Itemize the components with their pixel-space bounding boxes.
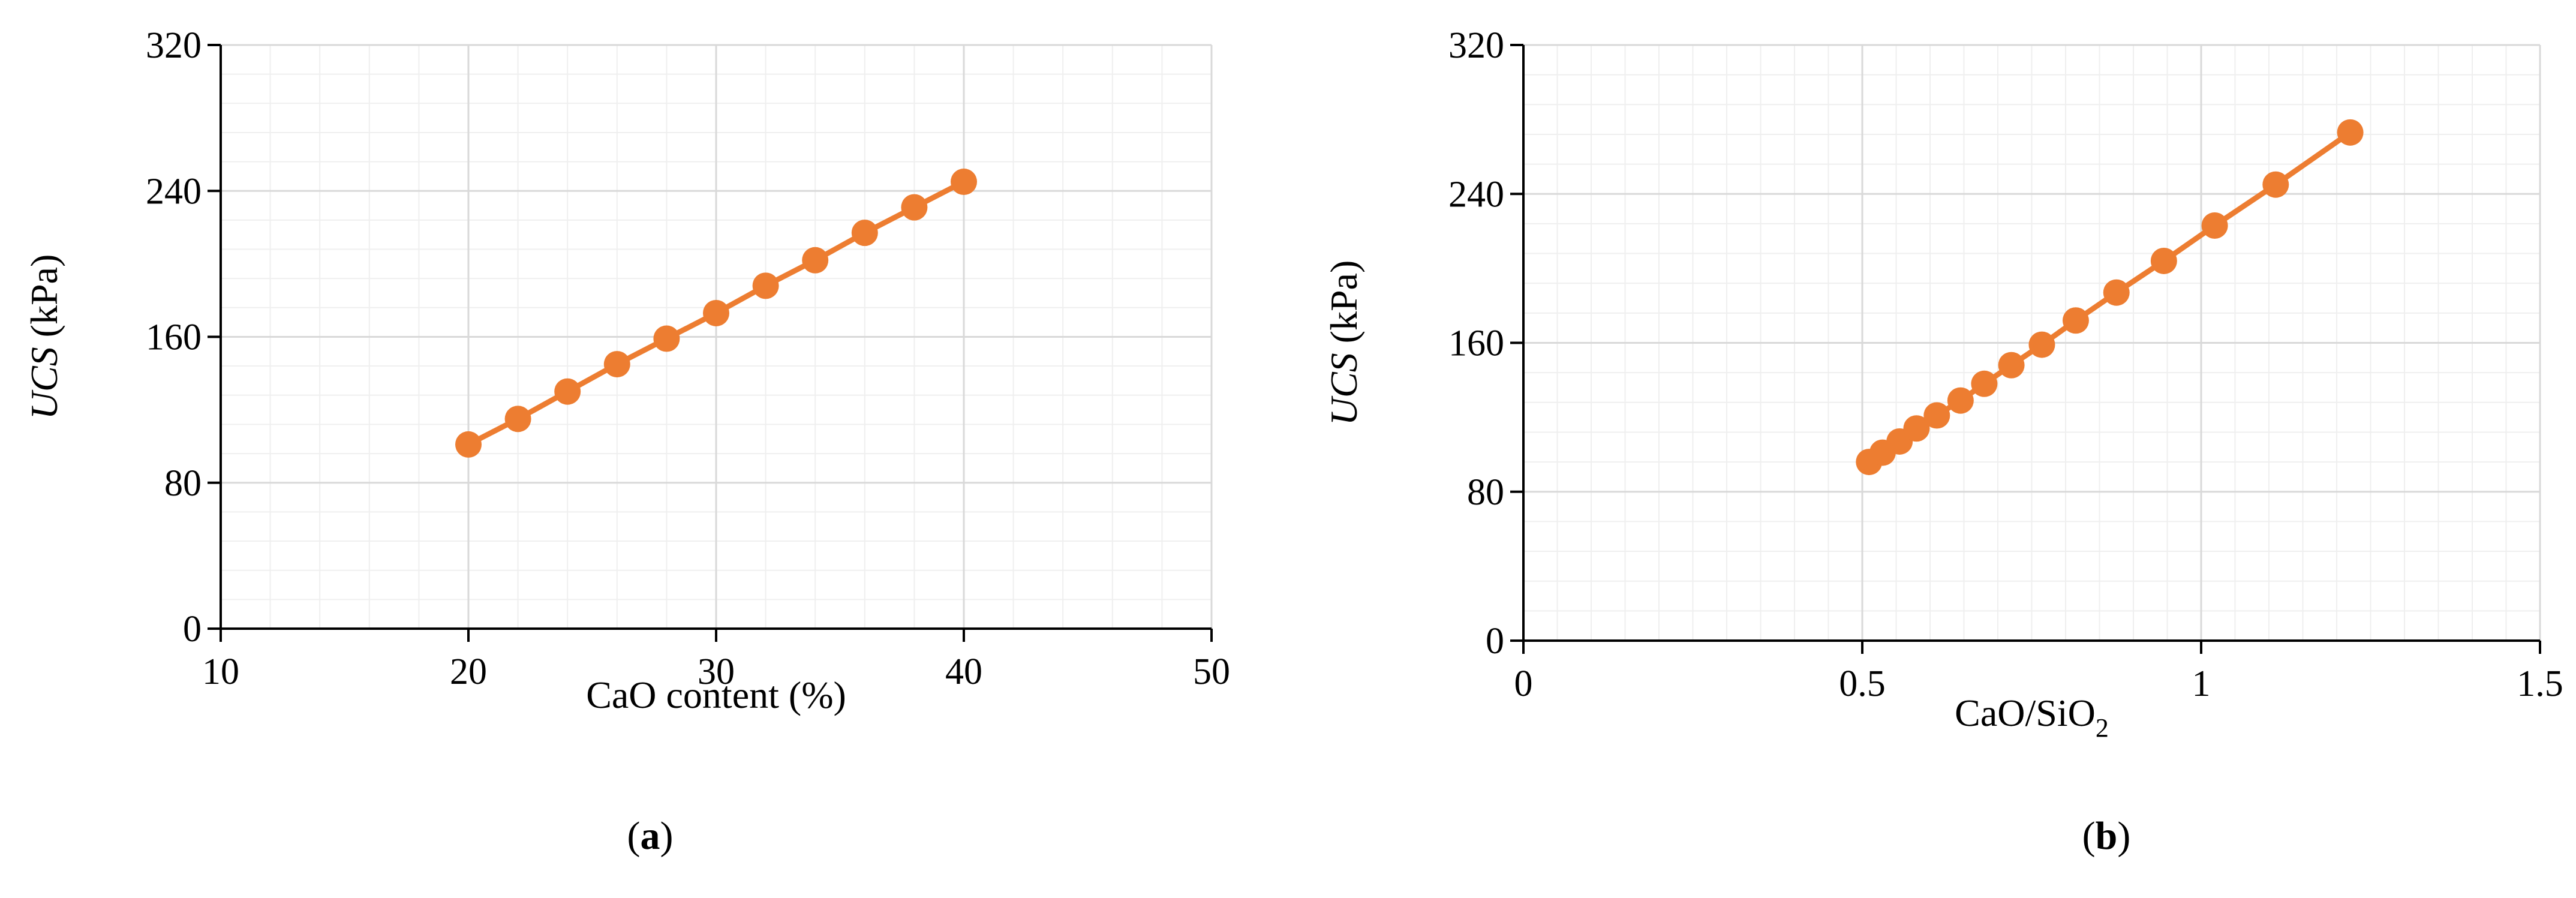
chart-b-data-point <box>1903 415 1930 442</box>
chart-b-y-tick-label: 320 <box>1448 25 1504 66</box>
chart-a-y-axis-title-unit: (kPa) <box>23 254 65 347</box>
chart-a-data-point <box>752 272 779 299</box>
chart-b-y-tick-label: 160 <box>1448 323 1504 364</box>
chart-panel-a: 10 20 30 40 50 0 80 160 240 320 CaO content (%) UCS… <box>23 25 1230 858</box>
chart-b-data-point <box>2262 171 2289 198</box>
chart-b-data-point <box>1923 402 1950 429</box>
chart-panel-b: 0 0.5 1 1.5 0 80 160 240 320 CaO/SiO2 UCS (kPa) (b) <box>1322 25 2563 858</box>
chart-a-y-axis-title: UCS (kPa) <box>23 254 65 420</box>
chart-b-x-tick-label: 1.5 <box>2517 663 2563 704</box>
chart-b-data-point <box>2062 307 2089 334</box>
chart-a-panel-label-close: ) <box>660 814 674 858</box>
chart-b-x-tick-label: 0.5 <box>1839 663 1886 704</box>
chart-a-data-point <box>455 431 482 458</box>
chart-b-y-tick-label: 80 <box>1467 472 1504 513</box>
chart-a-y-tick-label: 0 <box>183 609 202 650</box>
chart-b-x-axis-title-subscript: 2 <box>2096 713 2109 743</box>
chart-b-y-tick-label: 0 <box>1486 621 1504 662</box>
chart-a-data-point <box>554 378 581 405</box>
chart-b-y-tick-label: 240 <box>1448 174 1504 215</box>
chart-a-x-tick-label: 10 <box>202 651 239 692</box>
chart-b-x-axis-title: CaO/SiO2 <box>1955 692 2109 743</box>
chart-a-x-axis-title: CaO content (%) <box>586 674 846 716</box>
chart-a-data-point <box>901 194 928 221</box>
chart-a-x-tick-label: 30 <box>698 651 735 692</box>
chart-a-data-point <box>603 351 630 378</box>
chart-a-data-point <box>653 325 680 352</box>
chart-a-panel-label-letter: a <box>641 814 660 858</box>
chart-b-x-axis-title-main: CaO/SiO <box>1955 692 2096 734</box>
chart-a-x-tick-label: 40 <box>945 651 982 692</box>
chart-a-y-tick-label: 240 <box>146 171 202 212</box>
chart-a-y-tick-label: 80 <box>164 463 202 504</box>
chart-a-data-point <box>951 169 977 196</box>
chart-b-y-axis-title: UCS (kPa) <box>1322 260 1365 426</box>
chart-b-data-point <box>1998 352 2025 379</box>
chart-b-data-point <box>2201 212 2228 239</box>
chart-b-data-point <box>2103 279 2130 306</box>
chart-b-x-tick-label: 1 <box>2192 663 2211 704</box>
chart-a-panel-label-open: ( <box>627 814 641 858</box>
chart-a-x-tick-label: 50 <box>1193 651 1230 692</box>
chart-b-panel-label: (b) <box>2082 814 2131 858</box>
chart-b-x-tick-label: 0 <box>1514 663 1533 704</box>
chart-b-y-axis-title-unit: (kPa) <box>1322 260 1365 353</box>
chart-b-data-point <box>1971 370 1998 397</box>
chart-a-data-point <box>851 220 878 247</box>
chart-a-panel-label: (a) <box>627 814 674 858</box>
chart-b-panel-label-letter: b <box>2096 814 2118 858</box>
chart-b-panel-label-open: ( <box>2082 814 2096 858</box>
chart-a-data-point <box>703 299 729 326</box>
chart-a-data-point <box>802 247 829 274</box>
chart-b-data-point <box>2337 119 2364 146</box>
chart-b-data-point <box>2028 331 2055 358</box>
chart-a-y-tick-label: 160 <box>146 317 202 358</box>
chart-b-data-point <box>2150 247 2177 274</box>
chart-b-panel-label-close: ) <box>2117 814 2130 858</box>
chart-b-data-point <box>1947 387 1974 414</box>
chart-a-y-axis-title-italic: UCS <box>23 347 65 419</box>
chart-a-y-tick-label: 320 <box>146 25 202 66</box>
chart-a-data-point <box>504 406 531 433</box>
chart-b-y-axis-title-italic: UCS <box>1322 353 1365 425</box>
chart-a-x-tick-label: 20 <box>450 651 487 692</box>
